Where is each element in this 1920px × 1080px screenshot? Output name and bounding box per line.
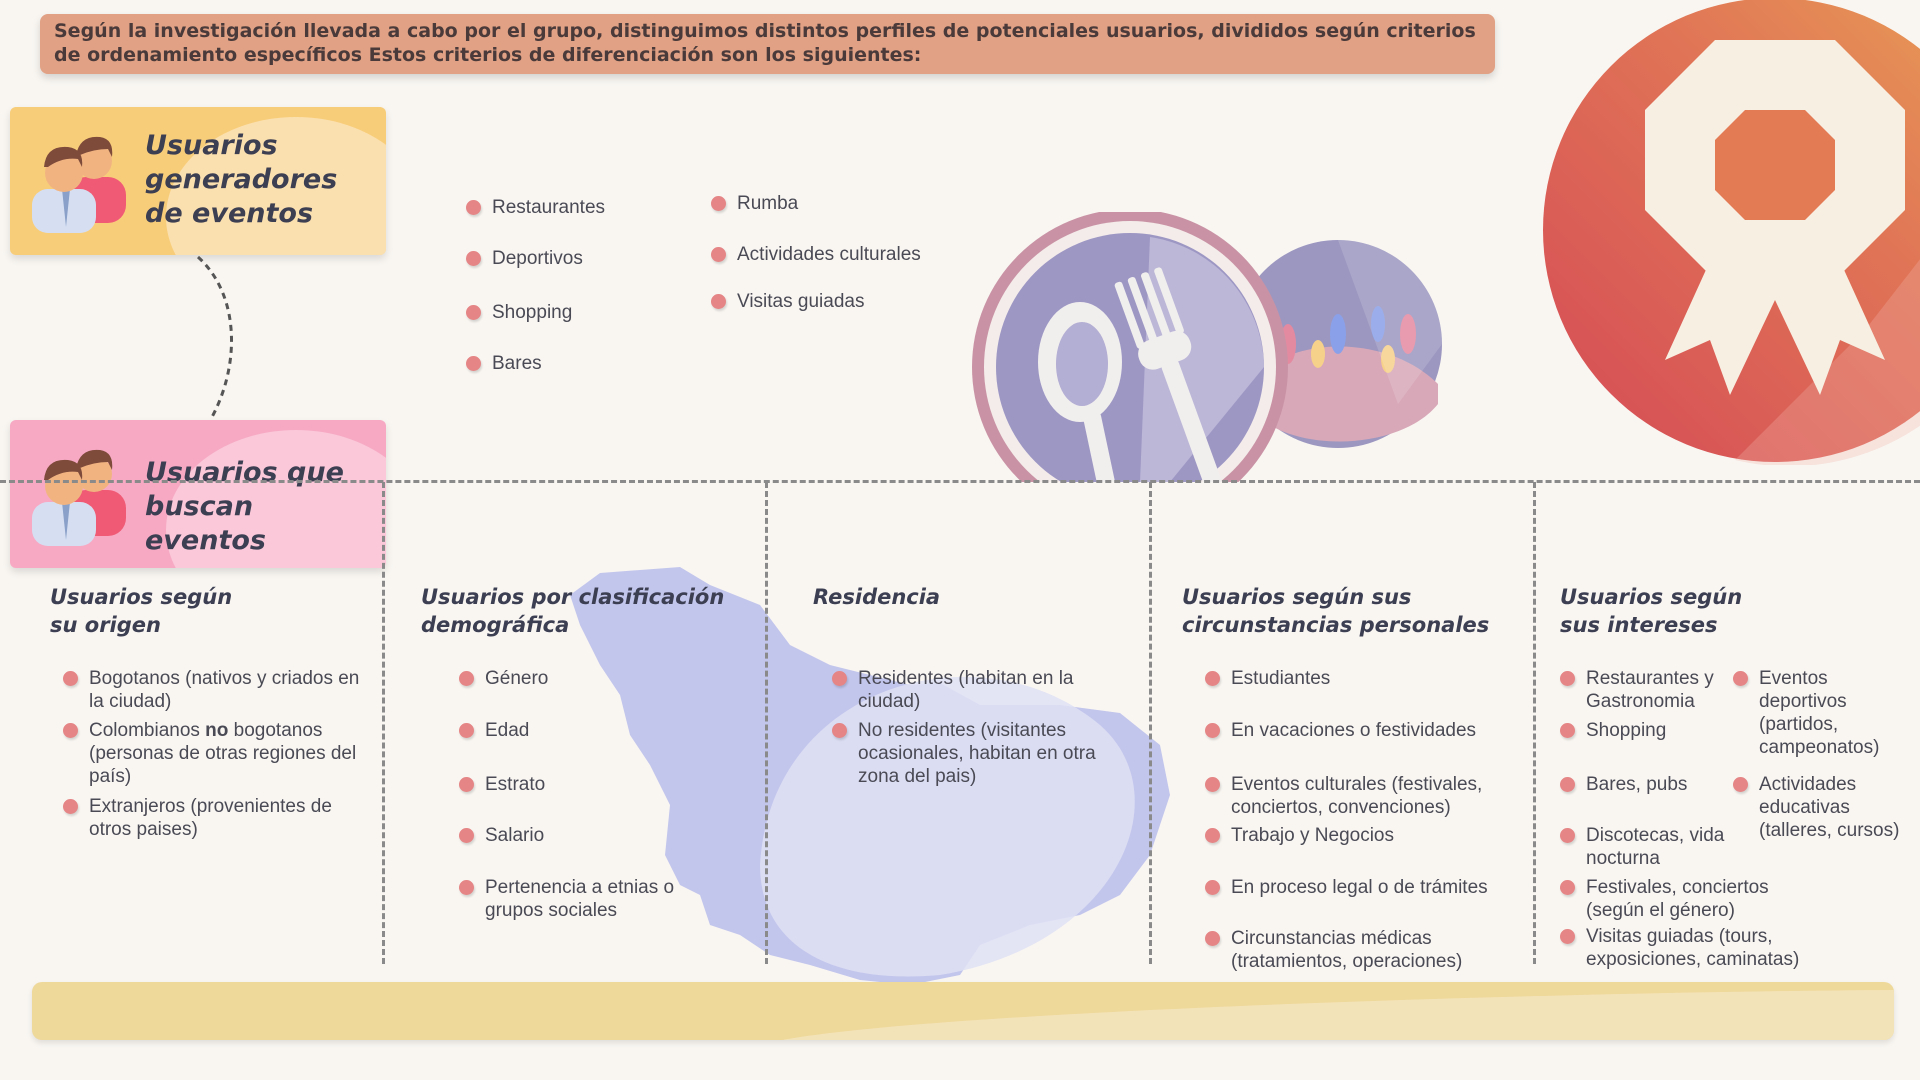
divider-horizontal xyxy=(0,480,1920,483)
list-item: En vacaciones o festividades xyxy=(1204,720,1477,741)
list-item: Eventos culturales (festivales, conciert… xyxy=(1205,773,1521,819)
footer-bar xyxy=(32,982,1894,1040)
users-icon xyxy=(32,449,126,546)
list-item: Restaurantes xyxy=(465,197,606,218)
map-silhouette xyxy=(570,567,1170,985)
list-item: Discotecas, vida nocturna xyxy=(1560,824,1736,870)
award-ribbon-icon xyxy=(1543,0,1920,465)
card-event-seekers: Usuarios que buscan eventos xyxy=(10,420,386,568)
list-item: Extranjeros (provenientes de otros paise… xyxy=(63,795,349,841)
list-item: Trabajo y Negocios xyxy=(1205,825,1394,846)
card-title: Usuarios que buscan eventos xyxy=(145,457,344,556)
list-item: Pertenencia a etnias o grupos sociales xyxy=(459,876,715,922)
list-item: Shopping xyxy=(465,302,573,323)
list-item: Circunstancias médicas (tratamientos, op… xyxy=(1205,927,1501,973)
list-item: No residentes (visitantes ocasionales, h… xyxy=(832,719,1133,788)
list-item: Salario xyxy=(458,825,545,846)
users-icon xyxy=(32,136,126,233)
list-item: Shopping xyxy=(1559,720,1667,741)
column-title-circumstances: Usuarios según sus circunstancias person… xyxy=(1182,585,1490,637)
list-item: Eventos deportivos (partidos, campeonato… xyxy=(1733,667,1909,759)
column-title-origin: Usuarios según su origen xyxy=(50,585,233,637)
card-title: Usuarios generadores de eventos xyxy=(145,130,338,229)
list-item: Bares xyxy=(466,353,542,374)
list-item: Bogotanos (nativos y criados en la ciuda… xyxy=(63,667,379,713)
divider-vertical xyxy=(1533,482,1536,964)
list-item: Edad xyxy=(458,720,530,741)
list-item: Colombianos no bogotanos (personas de ot… xyxy=(63,719,379,788)
emphasis-no: no xyxy=(205,720,229,741)
list-item: Actividades educativas (talleres, cursos… xyxy=(1733,773,1914,842)
list-item: Actividades culturales xyxy=(711,244,921,265)
divider-vertical xyxy=(1149,482,1152,964)
list-item: Festivales, conciertos (según el género) xyxy=(1560,876,1786,922)
divider-vertical xyxy=(765,482,768,964)
intro-text: Según la investigación llevada a cabo po… xyxy=(54,20,1476,66)
list-item: Estudiantes xyxy=(1204,668,1331,689)
fork-spoon-icon xyxy=(972,212,1288,482)
list-item: En proceso legal o de trámites xyxy=(1205,877,1488,898)
card-event-generators: Usuarios generadores de eventos xyxy=(10,107,386,255)
crowd-icon xyxy=(1234,240,1442,448)
column-title-residence: Residencia xyxy=(813,585,941,609)
list-item: Deportivos xyxy=(466,248,583,269)
list-item: Rumba xyxy=(710,193,799,214)
list-item: Visitas guiadas xyxy=(710,291,865,312)
divider-vertical xyxy=(382,482,385,964)
list-item: Género xyxy=(458,668,549,689)
intro-banner: Según la investigación llevada a cabo po… xyxy=(40,14,1495,74)
list-item: Restaurantes y Gastronomia xyxy=(1560,667,1736,713)
list-item: Estrato xyxy=(458,774,546,795)
list-item: Bares, pubs xyxy=(1559,774,1688,795)
list-item: Visitas guiadas (tours, exposiciones, ca… xyxy=(1560,925,1816,971)
connector-line xyxy=(196,255,233,418)
column-title-demographic: Usuarios por clasificación demográfica xyxy=(421,585,725,637)
column-title-interests: Usuarios según sus intereses xyxy=(1560,585,1743,637)
list-item: Residentes (habitan en la ciudad) xyxy=(832,667,1088,713)
